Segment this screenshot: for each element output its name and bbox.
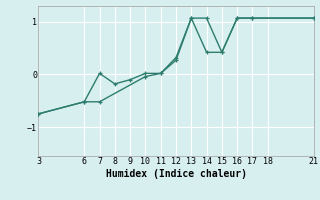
X-axis label: Humidex (Indice chaleur): Humidex (Indice chaleur) xyxy=(106,169,246,179)
